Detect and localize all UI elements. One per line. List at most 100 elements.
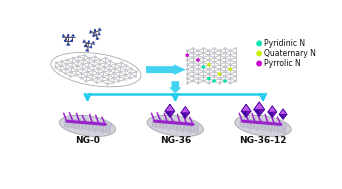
Circle shape [82, 120, 84, 122]
Circle shape [235, 61, 237, 64]
Polygon shape [279, 109, 283, 119]
Circle shape [285, 128, 286, 130]
Circle shape [224, 52, 226, 54]
Circle shape [224, 70, 226, 73]
Circle shape [213, 66, 215, 68]
Circle shape [251, 119, 252, 121]
Circle shape [106, 127, 107, 128]
Circle shape [88, 57, 91, 59]
Circle shape [156, 122, 157, 124]
Circle shape [193, 131, 195, 132]
Circle shape [91, 129, 93, 131]
Circle shape [85, 80, 87, 82]
Circle shape [250, 121, 252, 123]
Circle shape [85, 42, 86, 43]
Circle shape [268, 123, 269, 124]
Circle shape [186, 130, 188, 132]
Circle shape [208, 68, 210, 70]
Circle shape [64, 40, 66, 42]
Circle shape [98, 68, 100, 70]
Circle shape [152, 125, 154, 127]
Circle shape [67, 124, 69, 126]
Circle shape [156, 118, 158, 120]
Circle shape [78, 123, 80, 125]
Circle shape [84, 128, 86, 130]
Circle shape [124, 69, 127, 71]
Circle shape [68, 122, 69, 124]
Polygon shape [169, 81, 182, 94]
Circle shape [76, 69, 78, 72]
Circle shape [219, 64, 221, 66]
Circle shape [159, 124, 161, 126]
Circle shape [86, 120, 88, 121]
Circle shape [197, 124, 199, 126]
Polygon shape [165, 104, 175, 111]
Circle shape [95, 126, 97, 128]
Circle shape [74, 125, 76, 127]
Circle shape [173, 124, 175, 125]
Circle shape [96, 36, 97, 38]
Circle shape [108, 130, 110, 132]
Circle shape [124, 74, 126, 76]
Circle shape [163, 119, 165, 121]
Polygon shape [181, 107, 190, 113]
Circle shape [208, 73, 210, 75]
Circle shape [87, 66, 89, 69]
Circle shape [277, 129, 279, 131]
Circle shape [64, 36, 66, 38]
Circle shape [92, 69, 94, 72]
Circle shape [247, 124, 248, 126]
Circle shape [155, 124, 157, 126]
Circle shape [65, 119, 67, 121]
Circle shape [93, 60, 95, 62]
Circle shape [271, 122, 273, 124]
Polygon shape [241, 104, 246, 117]
Circle shape [250, 127, 251, 129]
Circle shape [229, 50, 232, 52]
Circle shape [196, 58, 200, 62]
Circle shape [258, 120, 260, 122]
Circle shape [175, 129, 177, 131]
Circle shape [163, 121, 165, 123]
Circle shape [95, 130, 96, 132]
Circle shape [219, 59, 221, 61]
Circle shape [244, 118, 246, 120]
Circle shape [240, 119, 242, 121]
Circle shape [270, 130, 272, 132]
Circle shape [71, 120, 74, 122]
Circle shape [186, 77, 188, 80]
Circle shape [281, 127, 283, 128]
Circle shape [229, 77, 232, 80]
Circle shape [66, 63, 68, 66]
Circle shape [176, 127, 177, 129]
Circle shape [64, 123, 66, 125]
Circle shape [240, 121, 242, 123]
Circle shape [106, 122, 108, 124]
Circle shape [256, 128, 258, 130]
Circle shape [190, 125, 192, 127]
Circle shape [82, 122, 83, 124]
Circle shape [213, 52, 215, 54]
Circle shape [70, 71, 72, 73]
Circle shape [75, 121, 77, 123]
Circle shape [197, 128, 198, 130]
Circle shape [218, 72, 221, 76]
Circle shape [197, 54, 199, 57]
Circle shape [158, 126, 160, 128]
Polygon shape [185, 107, 190, 118]
Circle shape [280, 131, 282, 132]
Circle shape [67, 44, 69, 46]
Circle shape [176, 123, 178, 125]
Circle shape [197, 50, 199, 52]
Circle shape [190, 123, 192, 125]
Circle shape [66, 59, 69, 61]
Circle shape [239, 125, 241, 127]
Circle shape [102, 125, 104, 127]
Circle shape [87, 50, 88, 51]
Circle shape [88, 129, 90, 131]
Circle shape [202, 75, 205, 77]
Circle shape [235, 57, 237, 59]
Circle shape [197, 68, 199, 70]
Circle shape [102, 129, 104, 131]
Circle shape [96, 77, 98, 79]
